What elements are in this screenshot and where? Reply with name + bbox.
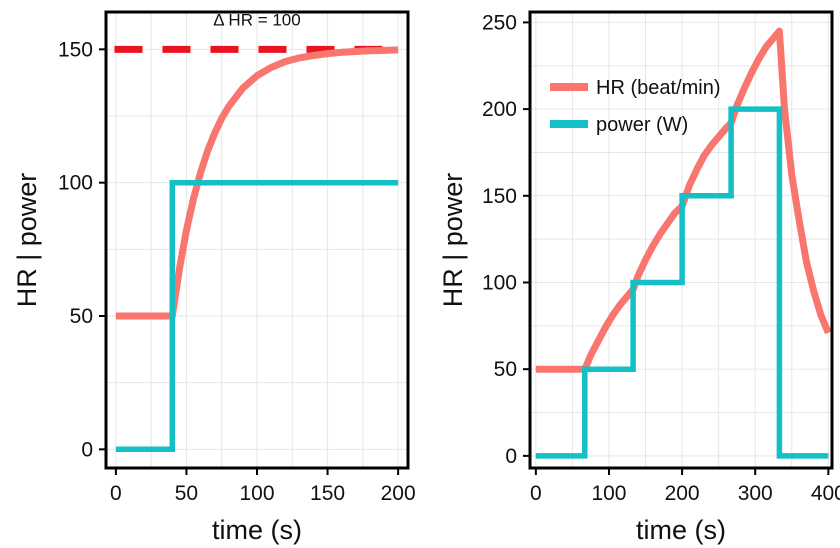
right-gridlines bbox=[530, 12, 832, 468]
y-tick-label: 100 bbox=[482, 271, 517, 294]
right-panel: 0 100 200 300 400 0 50 100 150 200 250 HR (beat/mi… bbox=[438, 10, 840, 545]
legend-label-hr: HR (beat/min) bbox=[596, 77, 720, 99]
left-annotation: Δ HR = 100 bbox=[213, 10, 300, 29]
x-tick-label: 0 bbox=[530, 482, 542, 505]
x-tick-label: 0 bbox=[110, 482, 122, 505]
hr-series-line bbox=[535, 27, 832, 373]
right-marks bbox=[535, 27, 832, 459]
left-marks bbox=[114, 45, 401, 453]
x-tick-label: 200 bbox=[381, 482, 416, 505]
x-tick-label: 100 bbox=[591, 482, 626, 505]
right-x-axis-title: time (s) bbox=[636, 515, 726, 545]
power-series-line bbox=[115, 179, 399, 453]
legend-label-power: power (W) bbox=[596, 114, 688, 136]
y-tick-label: 50 bbox=[494, 358, 517, 381]
left-ticks: 0 50 100 150 200 0 50 100 150 bbox=[58, 38, 416, 505]
x-tick-label: 400 bbox=[811, 482, 840, 505]
legend: HR (beat/min) power (W) bbox=[550, 77, 720, 136]
right-y-axis-title: HR | power bbox=[438, 173, 468, 308]
right-plot-frame bbox=[528, 10, 834, 470]
y-tick-label: 0 bbox=[81, 438, 93, 461]
y-tick-label: 250 bbox=[482, 11, 517, 34]
y-tick-label: 150 bbox=[58, 38, 93, 61]
x-tick-label: 150 bbox=[310, 482, 345, 505]
power-series-line bbox=[535, 106, 829, 459]
hr-series-line bbox=[115, 46, 399, 320]
right-ticks: 0 100 200 300 400 0 50 100 150 200 250 bbox=[482, 11, 840, 505]
x-tick-label: 100 bbox=[239, 482, 274, 505]
left-x-axis-title: time (s) bbox=[212, 515, 302, 545]
y-tick-label: 100 bbox=[58, 172, 93, 195]
x-tick-label: 50 bbox=[175, 482, 198, 505]
left-y-axis-title: HR | power bbox=[12, 173, 42, 308]
y-tick-label: 0 bbox=[505, 445, 517, 468]
y-tick-label: 150 bbox=[482, 185, 517, 208]
left-panel: 0 50 100 150 200 0 50 100 150 Δ HR = 100 time (s… bbox=[12, 10, 416, 545]
y-tick-label: 200 bbox=[482, 98, 517, 121]
left-gridlines bbox=[106, 12, 408, 468]
x-tick-label: 200 bbox=[665, 482, 700, 505]
y-tick-label: 50 bbox=[70, 305, 93, 328]
x-tick-label: 300 bbox=[738, 482, 773, 505]
